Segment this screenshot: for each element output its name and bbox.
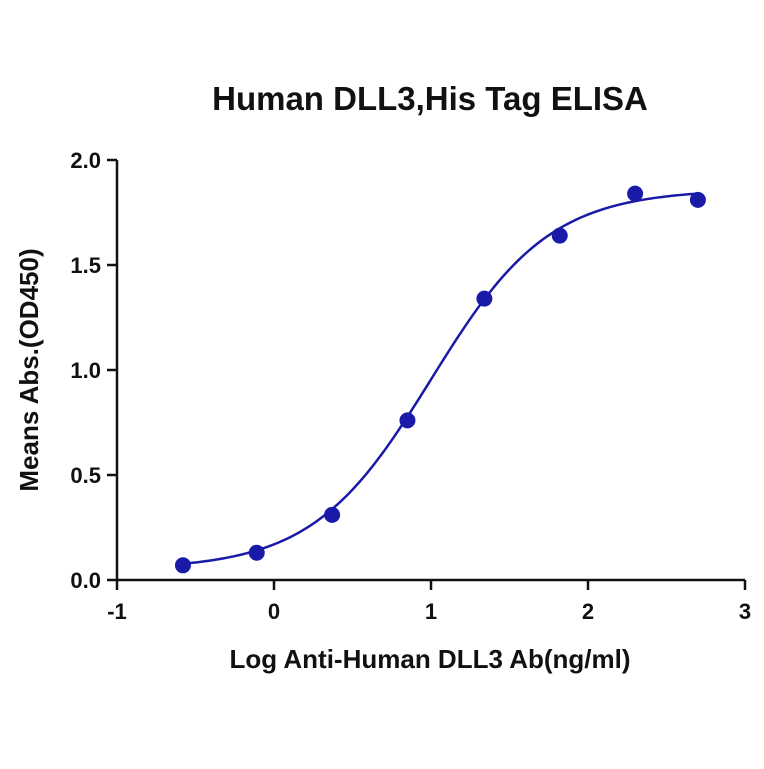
x-ticks: -1 0 1 2 3 [107,580,751,624]
axes [115,160,745,582]
x-tick-label: -1 [107,599,127,624]
data-point [399,412,416,429]
data-point [627,185,644,202]
y-tick-label: 0.0 [70,568,101,593]
x-axis-label: Log Anti-Human DLL3 Ab(ng/ml) [229,644,630,674]
x-tick-label: 0 [268,599,280,624]
data-point [324,506,341,523]
x-tick-label: 2 [582,599,594,624]
data-point [551,227,568,244]
data-point [174,557,191,574]
data-point [248,544,265,561]
x-tick-label: 3 [739,599,751,624]
y-tick-label: 1.5 [70,253,101,278]
fit-curve [182,192,698,566]
y-tick-label: 1.0 [70,358,101,383]
y-tick-label: 2.0 [70,148,101,173]
y-ticks: 0.0 0.5 1.0 1.5 2.0 [70,148,117,593]
y-axis-label: Means Abs.(OD450) [14,248,44,491]
data-points [174,185,706,574]
data-point [689,191,706,208]
x-tick-label: 1 [425,599,437,624]
y-tick-label: 0.5 [70,463,101,488]
chart-title: Human DLL3,His Tag ELISA [212,80,648,117]
data-point [476,290,493,307]
